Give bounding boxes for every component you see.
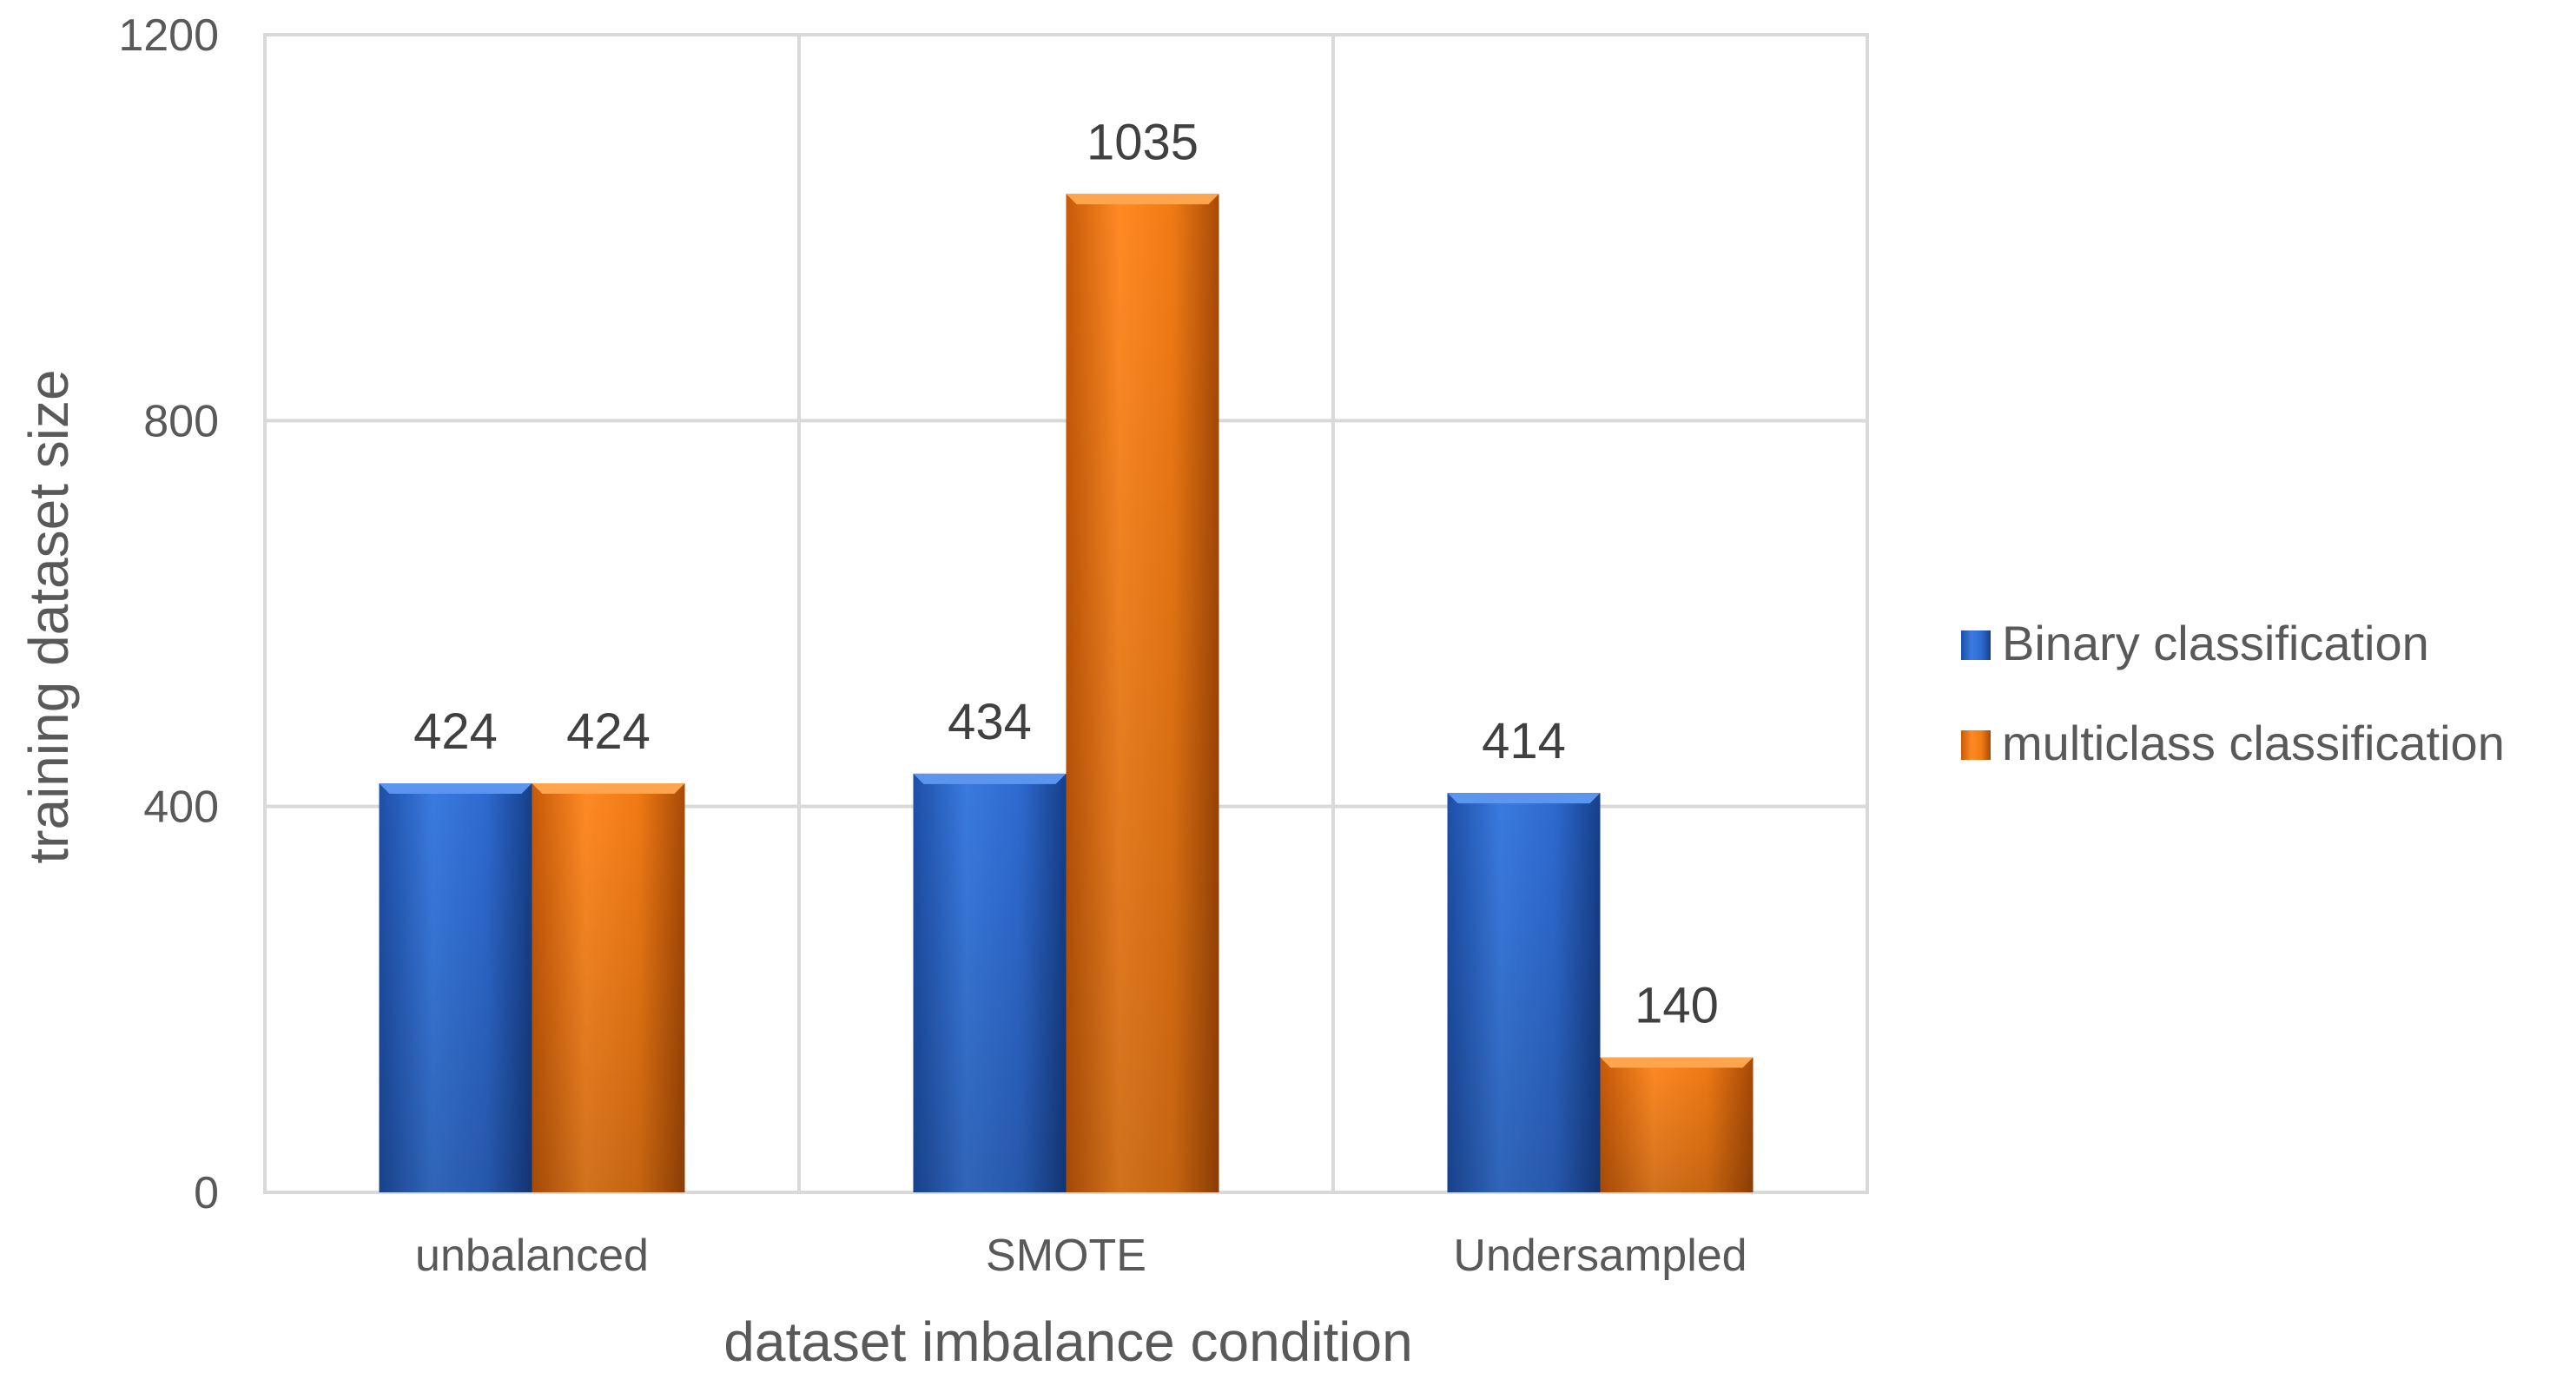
legend-swatch [1961,730,1991,760]
x-tick-label: unbalanced [415,1231,649,1281]
tick-labels: 0 400 800 1200 unbalanced SMOTE Undersampled [118,10,1747,1281]
data-label: 414 [1482,713,1566,769]
bar-shade [532,783,685,1192]
bar-cap [379,783,532,795]
data-label: 1035 [1087,114,1199,170]
bar-cap [913,773,1067,784]
y-tick-label: 400 [143,782,219,833]
y-tick-label: 0 [194,1168,219,1218]
x-tick-label: Undersampled [1453,1231,1747,1281]
bar [532,783,685,1192]
bar-cap [532,783,685,795]
bar-shade [913,773,1067,1192]
bar-shade [1600,1057,1754,1192]
data-label: 424 [413,703,498,760]
legend-swatch [1961,630,1991,660]
bar-cap [1600,1057,1754,1068]
bar [1600,1057,1754,1192]
data-label: 424 [566,703,651,760]
data-labels: 424 434 414 424 1035 140 [413,114,1719,1033]
data-label: 434 [948,694,1032,750]
bar-shade [1066,194,1219,1193]
legend-label: multiclass classification [2002,716,2505,770]
bar [1066,194,1219,1193]
data-label: 140 [1635,977,1719,1033]
legend-label: Binary classification [2002,616,2429,670]
legend-item: Binary classification [1961,616,2429,670]
y-tick-label: 800 [143,396,219,446]
y-axis-title: training dataset size [17,369,80,863]
bar-cap [1066,194,1219,205]
x-axis-title: dataset imbalance condition [723,1310,1412,1373]
legend: Binary classification multiclass classifi… [1961,616,2505,770]
bar-shade [379,783,532,1192]
y-tick-label: 1200 [118,10,219,61]
bar-cap [1447,793,1601,804]
bar [913,773,1067,1192]
x-tick-label: SMOTE [986,1231,1146,1281]
bar [379,783,532,1192]
bar [1447,793,1601,1192]
legend-item: multiclass classification [1961,716,2505,770]
bars [379,194,1754,1193]
bar-shade [1447,793,1601,1192]
